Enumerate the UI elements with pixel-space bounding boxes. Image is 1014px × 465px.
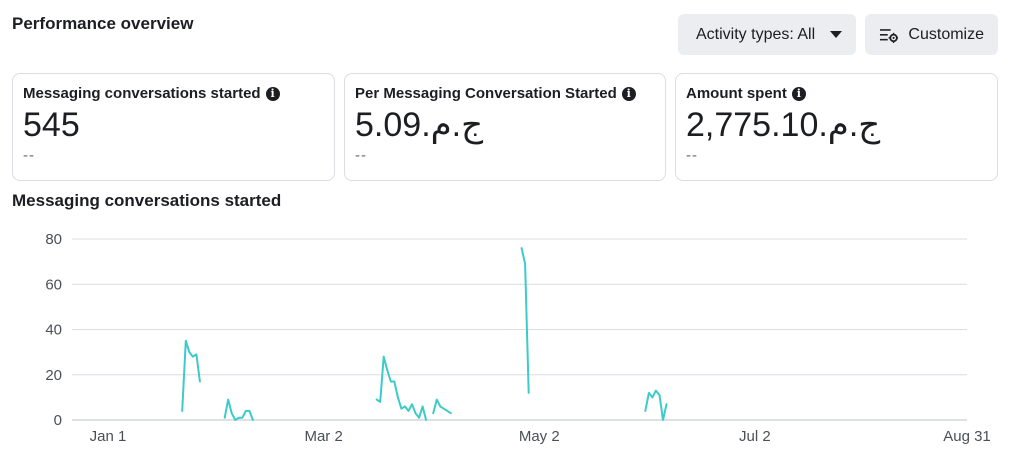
chart-title: Messaging conversations started xyxy=(12,191,282,210)
activity-types-label: Activity types: All xyxy=(696,25,816,43)
metric-card-conversations[interactable]: Messaging conversations started i 545 -- xyxy=(12,73,335,181)
metric-card-cost-per-conversation[interactable]: Per Messaging Conversation Started i ج.م… xyxy=(344,73,666,181)
metric-comparison: -- xyxy=(23,147,35,164)
metric-comparison: -- xyxy=(686,147,698,164)
y-tick-label: 40 xyxy=(45,322,62,339)
info-icon[interactable]: i xyxy=(791,86,806,101)
customize-settings-icon xyxy=(879,28,899,43)
x-tick-label: Aug 31 xyxy=(943,428,991,445)
metric-label: Messaging conversations started i xyxy=(23,85,324,102)
x-tick-label: Mar 2 xyxy=(304,428,342,445)
series-line-segment xyxy=(181,339,201,412)
series-line-segment xyxy=(432,398,452,415)
metric-card-amount-spent[interactable]: Amount spent i ج.م.2,775.10 -- xyxy=(675,73,998,181)
info-icon[interactable]: i xyxy=(265,86,280,101)
metric-label: Amount spent i xyxy=(686,85,987,102)
series-line-segment xyxy=(644,389,668,421)
y-tick-label: 0 xyxy=(54,412,62,429)
customize-button[interactable]: Customize xyxy=(865,14,998,55)
metric-label-text: Per Messaging Conversation Started xyxy=(355,85,617,102)
metric-comparison: -- xyxy=(355,147,367,164)
metric-label-text: Messaging conversations started xyxy=(23,85,261,102)
metric-value: ج.م.5.09 xyxy=(355,106,484,144)
y-tick-label: 80 xyxy=(45,231,62,248)
series-line-segment xyxy=(375,355,428,421)
activity-types-dropdown[interactable]: Activity types: All xyxy=(678,14,856,55)
metric-label: Per Messaging Conversation Started i xyxy=(355,85,655,102)
y-tick-label: 60 xyxy=(45,276,62,293)
series-line-segment xyxy=(223,398,254,421)
caret-down-icon xyxy=(830,31,842,38)
customize-label: Customize xyxy=(908,25,984,43)
info-icon[interactable]: i xyxy=(621,86,636,101)
y-tick-label: 20 xyxy=(45,367,62,384)
metric-value: ج.م.2,775.10 xyxy=(686,106,881,144)
x-tick-label: Jul 2 xyxy=(739,428,771,445)
x-tick-label: Jan 1 xyxy=(90,428,127,445)
page-title: Performance overview xyxy=(12,14,194,33)
metric-label-text: Amount spent xyxy=(686,85,787,102)
x-tick-label: May 2 xyxy=(519,428,560,445)
metric-value: 545 xyxy=(23,106,80,144)
series-line-segment xyxy=(520,247,530,394)
